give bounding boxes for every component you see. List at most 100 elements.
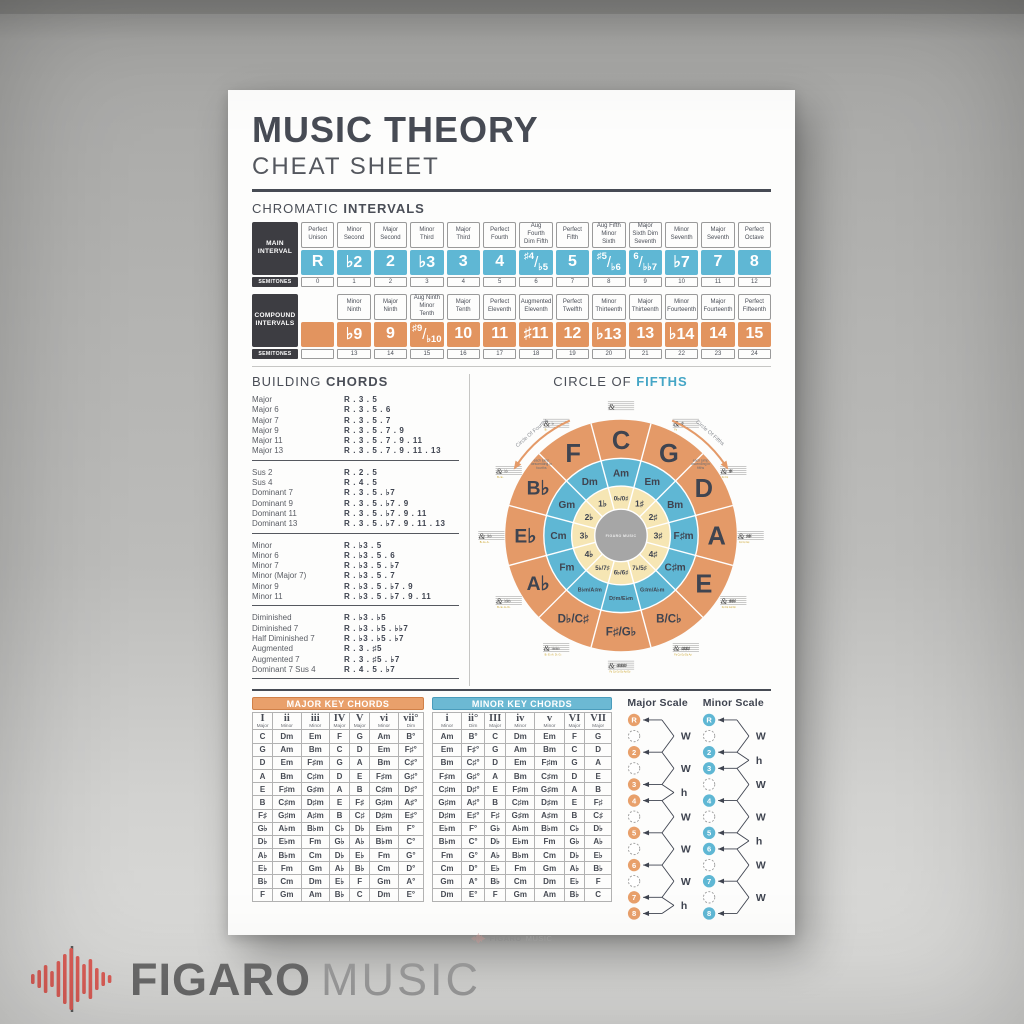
- ring-border: [542, 457, 699, 614]
- key-chord-cell: Fm: [534, 834, 565, 850]
- scale-degree-number: 3: [707, 764, 711, 773]
- step-zigzag: [661, 816, 674, 834]
- interval-symbol: 2: [373, 249, 408, 275]
- interval-symbol: 9: [373, 321, 408, 347]
- chord-quality: Minor: [543, 724, 556, 730]
- cof-major-key: D♭/C♯: [557, 612, 588, 625]
- key-chord-cell: B: [328, 808, 351, 823]
- key-table-header: V Major: [349, 712, 371, 731]
- step-label: W: [681, 845, 691, 856]
- scale-degree-number: R: [707, 716, 713, 725]
- interval-column: Major Second 2 2: [373, 221, 408, 287]
- cof-accidental-count: 3♯: [653, 530, 662, 540]
- key-chord-cell: F♯: [484, 808, 507, 823]
- step-zigzag: [736, 768, 750, 785]
- interval-semitones: 18: [519, 348, 553, 359]
- treble-clef-glyph: &: [608, 661, 615, 671]
- key-table: i Minor ii° Dim III Major iv Minor v Minor VI Major…: [431, 712, 612, 902]
- key-table-row: D Em F♯m G A Bm C♯°: [251, 755, 425, 770]
- step-zigzag: [661, 905, 674, 914]
- cof-arrow-note: each jump ascending in fifths: [691, 458, 710, 470]
- scale-degree-number: 4: [632, 796, 637, 805]
- key-table-header: iii Minor: [300, 712, 330, 731]
- arrowhead: [513, 460, 521, 470]
- treble-clef-glyph: &: [478, 531, 485, 541]
- chord-name: Sus 4: [252, 478, 273, 488]
- chromatic-empty-circle: [703, 730, 716, 743]
- key-signature-staff: & ♯♯♯♯♯♯ F♯ C♯ G♯ D♯ A♯ E♯: [607, 661, 634, 674]
- interval-semitones: 20: [592, 348, 626, 359]
- direction-arrow: [671, 419, 726, 466]
- step-zigzag: [736, 864, 750, 882]
- degree-arrowhead: [642, 781, 649, 788]
- key-chord-cell: D: [584, 742, 612, 757]
- key-chord-cell: Cm: [505, 874, 536, 889]
- key-table-header-row: I Major ii Minor iii Minor IV Major V Major vi Mino…: [251, 712, 425, 731]
- key-chord-cell: Bm: [505, 768, 536, 784]
- key-chord-cell: Cm: [300, 848, 330, 863]
- key-chord-cell: G♯°: [397, 768, 425, 784]
- chord-formula: R . ♭3 . 5 . ♭7 . 9: [344, 581, 414, 591]
- key-table-header: VII Major: [584, 712, 612, 731]
- interval-column: Major Third 3 4: [446, 221, 480, 287]
- interval-semitones: 16: [446, 348, 480, 359]
- staff-accidentals: ♭: [551, 421, 553, 427]
- key-signature-staff: &: [607, 401, 634, 411]
- interval-column: Major Tenth 10 16: [446, 293, 480, 359]
- key-chord-cell: D♭: [349, 821, 371, 836]
- step-zigzag: [661, 800, 674, 818]
- interval-name: Minor Second: [337, 221, 371, 248]
- interval-symbol-fraction: ♯5/♭6: [597, 250, 621, 275]
- step-zigzag: [661, 719, 674, 737]
- key-chord-cell: A: [328, 782, 351, 797]
- interval-column: Perfect Fourth 4 5: [482, 221, 517, 287]
- key-chord-cell: D: [328, 768, 351, 784]
- interval-column: Minor Thirteenth ♭13 20: [592, 293, 626, 359]
- step-zigzag: [661, 832, 674, 850]
- step-label: W: [681, 764, 691, 775]
- interval-semitones: 22: [664, 348, 699, 359]
- key-chord-cell: B♭m: [534, 821, 565, 836]
- staff-accidental-names: B♭ E♭: [497, 476, 503, 479]
- cof-minor-key: B♭m/A♯m: [577, 588, 601, 594]
- step-zigzag: [737, 840, 750, 850]
- chord-name: Half Diminished 7: [252, 633, 315, 643]
- key-chord-cell: G♯°: [461, 768, 486, 784]
- fraction-slash: /: [422, 325, 427, 343]
- interval-symbol: [301, 321, 335, 347]
- cof-minor-key: F♯m: [673, 531, 693, 542]
- key-chord-cell: D♯m: [431, 808, 463, 823]
- chord-name: Major 11: [252, 436, 283, 446]
- key-chord-cell: Bm: [369, 755, 399, 770]
- step-label: W: [756, 780, 766, 791]
- cof-minor-key: Fm: [559, 562, 574, 573]
- key-chord-cell: B: [349, 782, 371, 797]
- chord-row: Dominant 13 R . 3 . 5 . ♭7 . 9 . 11 . 13: [252, 519, 459, 529]
- cof-right-arrow-label: Circle Of Fifths: [694, 419, 725, 447]
- key-chord-cell: E♭: [484, 861, 507, 876]
- scale-degree-circle: [703, 713, 716, 727]
- interval-semitones: 5: [482, 276, 517, 287]
- cof-major-key: C: [611, 427, 629, 455]
- interval-column: Major Sixth Dim Seventh 6/♭♭7 9: [628, 221, 662, 287]
- interval-name: Perfect Octave: [737, 221, 772, 248]
- key-chord-cell: A: [563, 782, 586, 797]
- key-signature-staff: & ♭♭B♭ E♭: [495, 466, 522, 479]
- scale-degree-number: 3: [632, 780, 636, 789]
- key-chord-cell: B♭: [584, 861, 612, 876]
- minor-scale-steps: Wh W Wh W W R 2 3 4 5 6 7 8: [703, 713, 766, 920]
- scale-degree-circle: [627, 859, 640, 872]
- key-chord-cell: Dm: [272, 729, 302, 744]
- degree-arrowhead: [718, 717, 725, 723]
- scale-degree-number: 6: [707, 845, 711, 854]
- staff-accidental-names: B♭: [544, 429, 547, 432]
- key-chord-cell: E°: [397, 887, 425, 902]
- title-rule: [252, 188, 771, 192]
- key-chord-cell: B♭m: [431, 834, 463, 850]
- key-chord-cell: C: [584, 887, 612, 902]
- waveform-icon: [31, 946, 112, 1012]
- roman-numeral: VI: [568, 713, 581, 725]
- interval-semitones: 7: [555, 276, 590, 287]
- interval-column: Minor Second ♭2 1: [337, 221, 371, 287]
- interval-symbol: ♯4/♭5: [519, 249, 553, 275]
